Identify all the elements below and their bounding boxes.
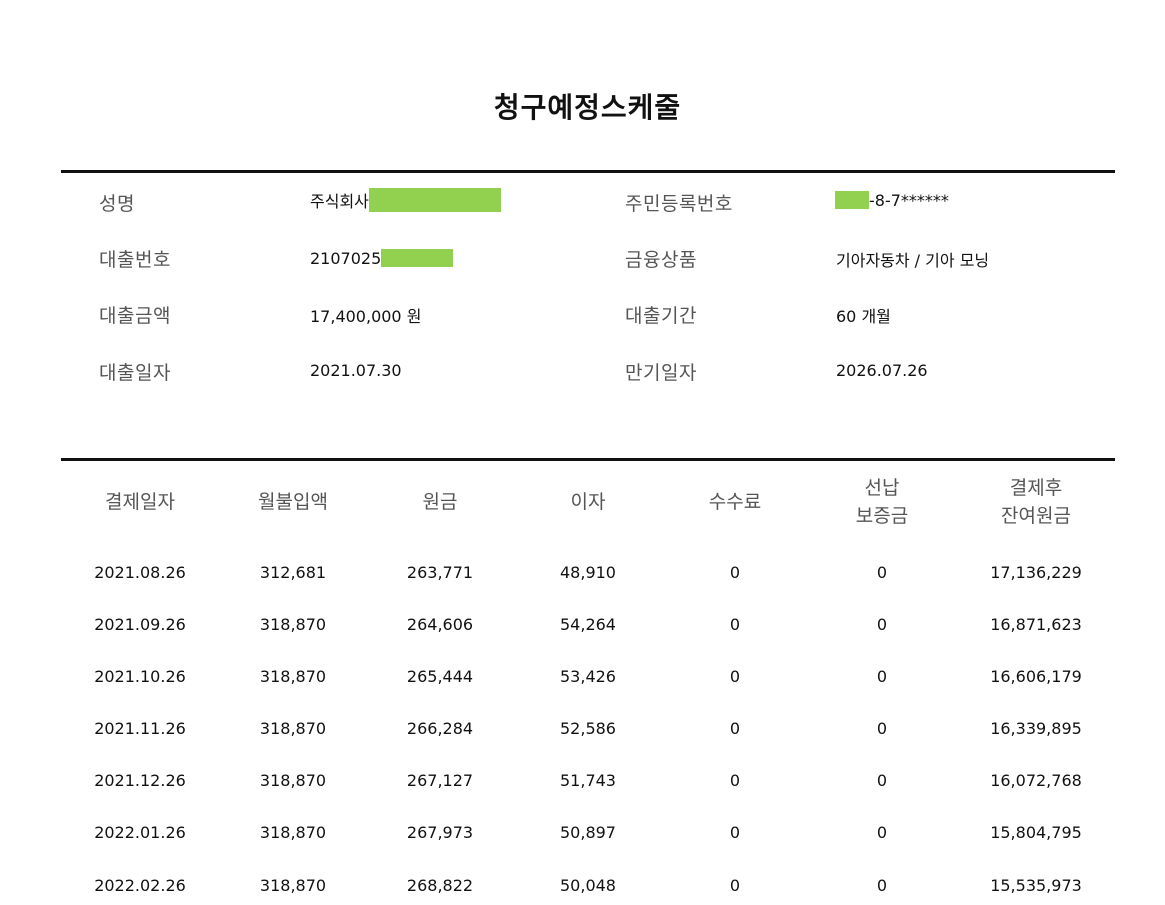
- table-cell-interest: 53,426: [560, 667, 616, 686]
- table-cell-fee: 0: [729, 876, 741, 895]
- table-cell-fee: 0: [729, 823, 741, 842]
- top-divider: [61, 170, 1115, 173]
- table-cell-prepaid-deposit: 0: [876, 823, 888, 842]
- table-cell-remaining-principal: 15,804,795: [990, 823, 1082, 842]
- table-cell-interest: 50,048: [560, 876, 616, 895]
- amount-value: 17,400,000 원: [310, 307, 422, 326]
- rrn-text: -8-7******: [869, 190, 949, 210]
- table-cell-principal: 267,973: [406, 823, 474, 842]
- column-header-payment-date: 결제일자: [105, 491, 175, 513]
- rrn-value: -8-7******: [835, 190, 949, 210]
- table-cell-payment-date: 2021.08.26: [94, 563, 186, 582]
- table-cell-remaining-principal: 17,136,229: [990, 563, 1082, 582]
- table-cell-fee: 0: [729, 771, 741, 790]
- table-cell-prepaid-deposit: 0: [876, 563, 888, 582]
- table-cell-remaining-principal: 15,535,973: [990, 876, 1082, 895]
- table-cell-principal: 263,771: [406, 563, 474, 582]
- table-cell-monthly-payment: 318,870: [259, 719, 327, 738]
- table-cell-principal: 265,444: [406, 667, 474, 686]
- table-cell-remaining-principal: 16,871,623: [990, 615, 1082, 634]
- maturity-value: 2026.07.26: [836, 361, 928, 380]
- table-cell-prepaid-deposit: 0: [876, 615, 888, 634]
- redaction-block: [835, 191, 869, 209]
- table-cell-prepaid-deposit: 0: [876, 719, 888, 738]
- column-header-remaining-principal: 결제후 잔여원금: [1001, 477, 1071, 527]
- redaction-block: [368, 188, 501, 212]
- table-cell-fee: 0: [729, 563, 741, 582]
- table-cell-payment-date: 2021.12.26: [94, 771, 186, 790]
- rrn-label: 주민등록번호: [625, 193, 733, 215]
- table-cell-prepaid-deposit: 0: [876, 667, 888, 686]
- table-cell-prepaid-deposit: 0: [876, 876, 888, 895]
- table-cell-remaining-principal: 16,072,768: [990, 771, 1082, 790]
- table-cell-remaining-principal: 16,339,895: [990, 719, 1082, 738]
- loan-number-value: 2107025: [310, 248, 454, 268]
- column-header-fee: 수수료: [708, 491, 762, 513]
- maturity-label: 만기일자: [625, 362, 697, 384]
- name-value: 주식회사: [310, 188, 501, 212]
- loan-number-label: 대출번호: [99, 249, 171, 271]
- table-cell-fee: 0: [729, 667, 741, 686]
- loan-date-value: 2021.07.30: [310, 361, 402, 380]
- redaction-block: [381, 249, 454, 267]
- table-cell-principal: 266,284: [406, 719, 474, 738]
- term-label: 대출기간: [625, 305, 697, 327]
- name-label: 성명: [99, 193, 135, 215]
- column-header-monthly-payment: 월불입액: [258, 491, 328, 513]
- name-text: 주식회사: [310, 192, 369, 211]
- table-cell-prepaid-deposit: 0: [876, 771, 888, 790]
- table-cell-interest: 48,910: [560, 563, 616, 582]
- table-cell-fee: 0: [729, 615, 741, 634]
- table-cell-interest: 50,897: [560, 823, 616, 842]
- product-label: 금융상품: [625, 249, 697, 271]
- table-divider: [61, 458, 1115, 461]
- loan-number-text: 2107025: [310, 248, 382, 268]
- table-cell-fee: 0: [729, 719, 741, 738]
- table-cell-principal: 264,606: [406, 615, 474, 634]
- column-header-principal: 원금: [422, 491, 458, 513]
- table-cell-interest: 54,264: [560, 615, 616, 634]
- table-cell-payment-date: 2021.11.26: [94, 719, 186, 738]
- table-cell-remaining-principal: 16,606,179: [990, 667, 1082, 686]
- table-cell-monthly-payment: 318,870: [259, 771, 327, 790]
- table-cell-payment-date: 2022.01.26: [94, 823, 186, 842]
- table-cell-monthly-payment: 318,870: [259, 876, 327, 895]
- table-cell-principal: 268,822: [406, 876, 474, 895]
- product-value: 기아자동차 / 기아 모닝: [836, 251, 990, 270]
- table-cell-principal: 267,127: [406, 771, 474, 790]
- table-cell-payment-date: 2021.09.26: [94, 615, 186, 634]
- page-title: 청구예정스케줄: [493, 91, 682, 124]
- table-cell-monthly-payment: 312,681: [259, 563, 327, 582]
- table-cell-monthly-payment: 318,870: [259, 667, 327, 686]
- table-cell-interest: 52,586: [560, 719, 616, 738]
- table-cell-monthly-payment: 318,870: [259, 615, 327, 634]
- table-cell-monthly-payment: 318,870: [259, 823, 327, 842]
- loan-date-label: 대출일자: [99, 362, 171, 384]
- table-cell-payment-date: 2022.02.26: [94, 876, 186, 895]
- amount-label: 대출금액: [99, 305, 171, 327]
- table-cell-interest: 51,743: [560, 771, 616, 790]
- term-value: 60 개월: [836, 307, 891, 326]
- column-header-interest: 이자: [570, 491, 606, 513]
- column-header-prepaid-deposit: 선납 보증금: [855, 477, 909, 527]
- table-cell-payment-date: 2021.10.26: [94, 667, 186, 686]
